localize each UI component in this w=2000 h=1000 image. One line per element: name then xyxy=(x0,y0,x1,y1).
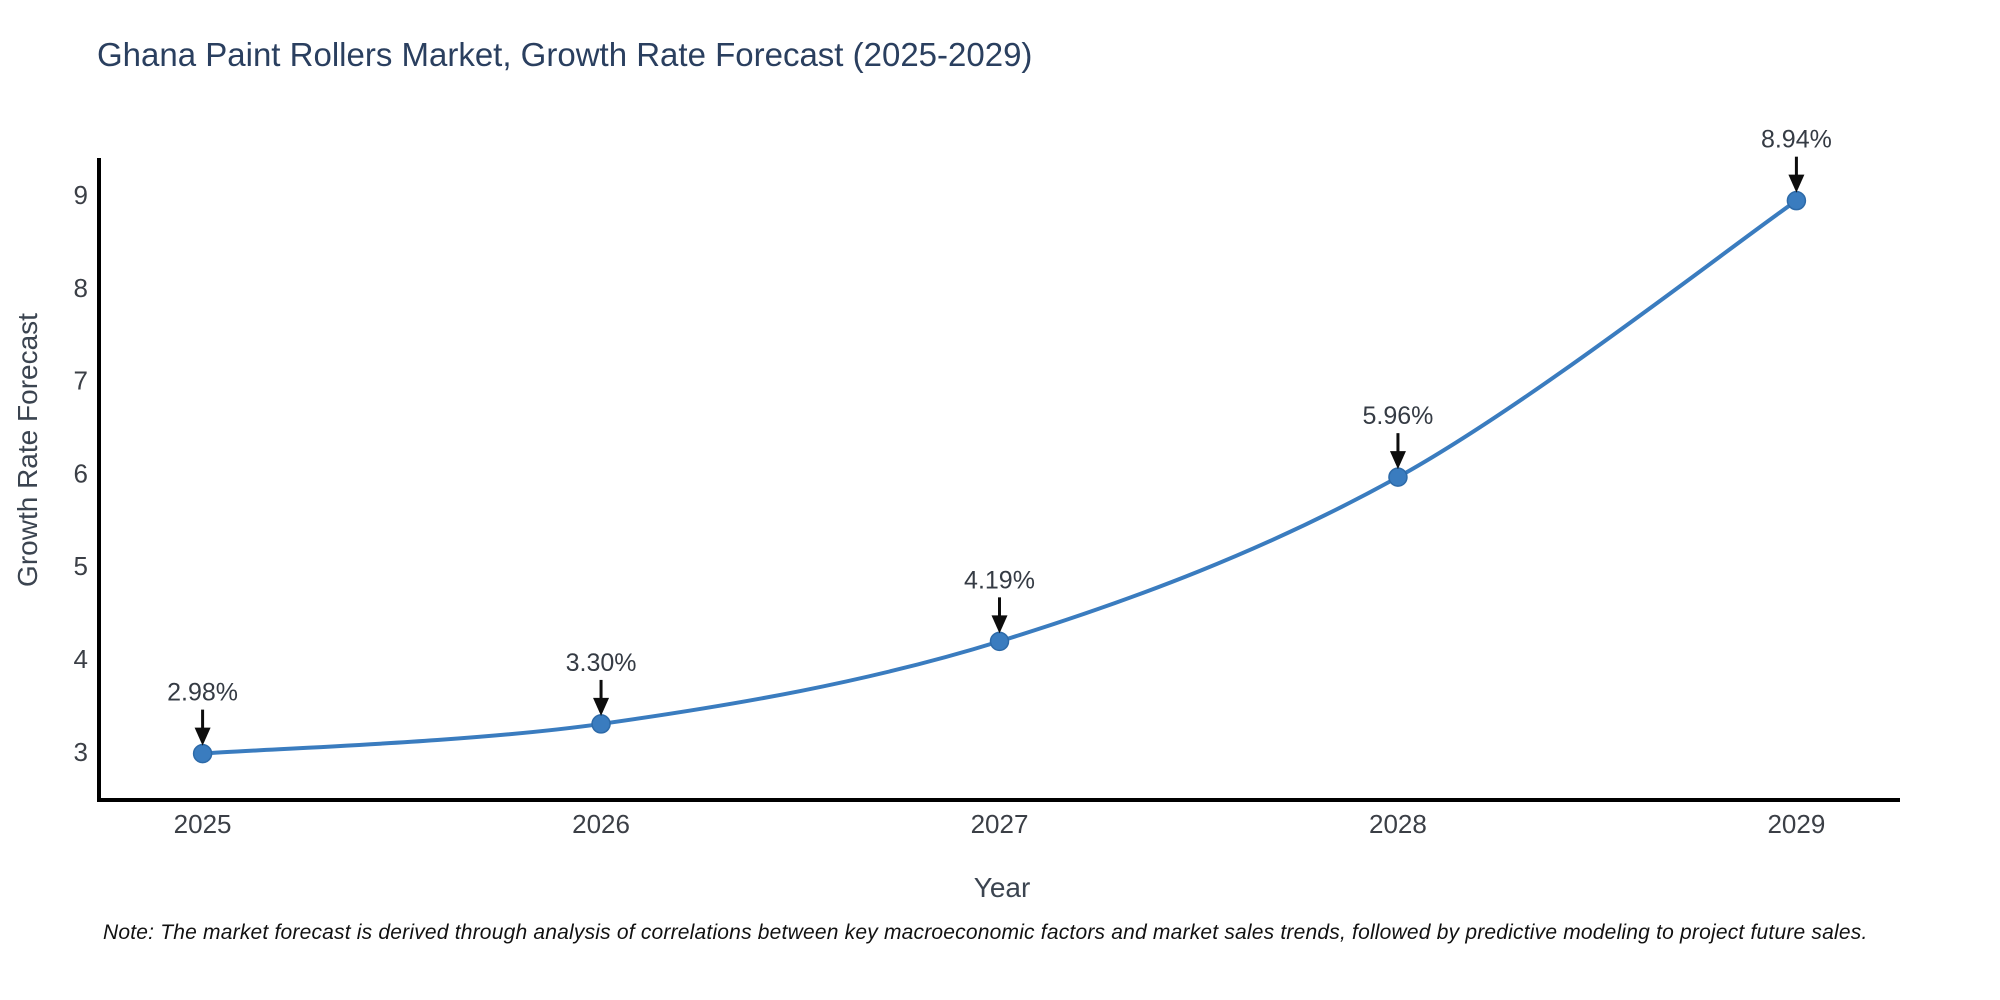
series-line xyxy=(200,198,1799,756)
annotation-arrowhead-icon xyxy=(1389,451,1406,470)
annotation-arrowhead-icon xyxy=(593,697,610,716)
annotation: 4.19% xyxy=(964,566,1035,634)
x-axis-title: Year xyxy=(973,872,1031,903)
data-point-marker xyxy=(1786,190,1807,211)
y-tick-labels: 3 4 5 6 7 8 9 xyxy=(74,180,88,767)
data-point-marker xyxy=(192,743,213,764)
annotation: 3.30% xyxy=(566,649,637,716)
y-tick-label: 5 xyxy=(74,551,88,581)
annotation: 2.98% xyxy=(167,679,238,746)
annotation-label: 3.30% xyxy=(566,649,637,677)
annotation: 8.94% xyxy=(1761,126,1832,193)
y-tick-label: 6 xyxy=(74,458,88,488)
data-point-marker xyxy=(989,631,1010,652)
axes xyxy=(97,158,1900,802)
data-point-marker xyxy=(591,714,611,734)
y-tick-label: 8 xyxy=(74,273,88,303)
x-tick-label: 2027 xyxy=(971,809,1029,839)
y-tick-label: 9 xyxy=(74,180,88,210)
annotation-label: 4.19% xyxy=(964,566,1035,594)
annotation-label: 8.94% xyxy=(1761,126,1832,154)
y-tick-label: 7 xyxy=(74,366,88,396)
x-tick-label: 2026 xyxy=(572,809,630,839)
footnote: Note: The market forecast is derived thr… xyxy=(103,921,1868,944)
y-tick-label: 3 xyxy=(74,737,88,767)
y-tick-label: 4 xyxy=(74,644,88,674)
data-point-markers xyxy=(192,190,1807,764)
data-point-marker xyxy=(1388,467,1408,487)
x-tick-label: 2028 xyxy=(1369,809,1427,839)
annotation-arrowhead-icon xyxy=(1788,174,1805,193)
annotation-arrowhead-icon xyxy=(991,615,1008,634)
x-tick-label: 2025 xyxy=(174,809,232,839)
annotation-label: 5.96% xyxy=(1363,402,1434,430)
annotations: 2.98% 3.30% 4.19% 5.96% 8.94% xyxy=(167,126,1832,746)
x-tick-labels: 2025 2026 2027 2028 2029 xyxy=(174,809,1826,839)
annotation-label: 2.98% xyxy=(167,679,238,707)
annotation: 5.96% xyxy=(1363,402,1434,470)
x-tick-label: 2029 xyxy=(1767,809,1825,839)
annotation-arrowhead-icon xyxy=(194,727,211,746)
chart-title: Ghana Paint Rollers Market, Growth Rate … xyxy=(97,36,1033,73)
